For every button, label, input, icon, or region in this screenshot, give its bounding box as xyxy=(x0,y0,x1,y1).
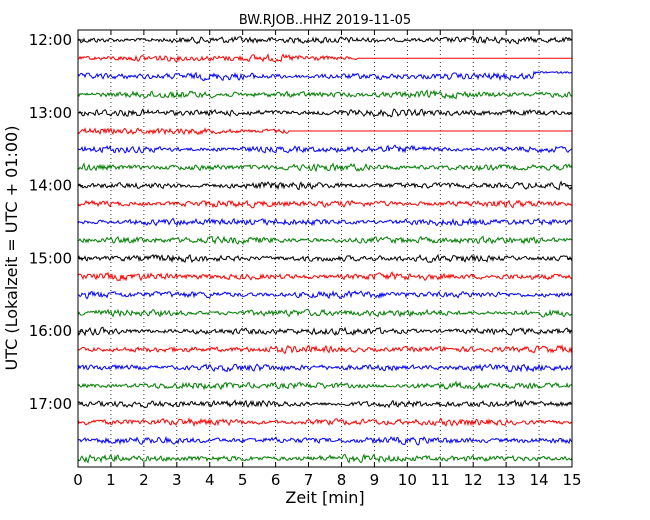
trace-1445 xyxy=(77,235,573,246)
x-tick-label: 1 xyxy=(106,471,116,489)
x-tick-label: 4 xyxy=(205,471,215,489)
y-tick-label: 16:00 xyxy=(29,322,72,340)
y-axis-label: UTC (Lokalzeit = UTC + 01:00) xyxy=(2,126,21,371)
trace-1345 xyxy=(77,162,573,173)
trace-1530 xyxy=(77,289,573,300)
chart-title: BW.RJOB..HHZ 2019-11-05 xyxy=(239,13,411,28)
x-tick-label: 2 xyxy=(139,471,149,489)
trace-1600 xyxy=(77,326,573,337)
x-axis-label: Zeit [min] xyxy=(285,488,364,507)
grid-lines xyxy=(110,30,540,467)
x-tick-label: 13 xyxy=(497,471,516,489)
trace-1730 xyxy=(77,435,573,446)
trace-1245 xyxy=(77,89,573,100)
x-tick-label: 12 xyxy=(464,471,483,489)
trace-1215 xyxy=(77,53,572,63)
trace-1300 xyxy=(77,108,573,118)
trace-1200 xyxy=(77,35,573,45)
y-tick-label: 17:00 xyxy=(29,395,72,413)
trace-1415 xyxy=(77,199,573,209)
trace-1330 xyxy=(77,144,573,154)
trace-1630 xyxy=(77,363,573,373)
trace-1715 xyxy=(77,417,573,428)
trace-1745 xyxy=(77,453,573,464)
trace-1645 xyxy=(77,380,573,391)
trace-1500 xyxy=(77,253,573,264)
x-tick-label: 7 xyxy=(304,471,314,489)
trace-1400 xyxy=(77,180,573,191)
x-tick-label: 11 xyxy=(431,471,450,489)
y-tick-label: 12:00 xyxy=(29,31,72,49)
seismic-traces xyxy=(77,35,573,464)
x-tick-label: 6 xyxy=(271,471,281,489)
trace-1430 xyxy=(77,217,573,227)
x-tick-label: 3 xyxy=(172,471,182,489)
y-tick-label: 15:00 xyxy=(29,249,72,267)
y-tick-label: 13:00 xyxy=(29,104,72,122)
x-tick-label: 0 xyxy=(73,471,83,489)
trace-1515 xyxy=(77,271,573,282)
y-axis-ticks: 12:00 13:00 14:00 15:00 16:00 17:00 xyxy=(29,31,572,413)
trace-1315 xyxy=(77,127,572,136)
x-tick-label: 10 xyxy=(398,471,417,489)
trace-1545 xyxy=(77,308,573,318)
x-tick-label: 15 xyxy=(562,471,581,489)
trace-1700 xyxy=(77,399,573,409)
y-tick-label: 14:00 xyxy=(29,177,72,195)
plot-frame xyxy=(77,29,573,468)
x-tick-label: 5 xyxy=(238,471,248,489)
x-tick-label: 9 xyxy=(370,471,380,489)
trace-1230 xyxy=(77,70,573,82)
x-axis-ticks: 0 1 2 3 4 5 6 7 8 9 10 11 12 13 14 15 xyxy=(73,30,582,489)
trace-1615 xyxy=(77,344,573,355)
x-tick-label: 14 xyxy=(530,471,549,489)
x-tick-label: 8 xyxy=(337,471,347,489)
